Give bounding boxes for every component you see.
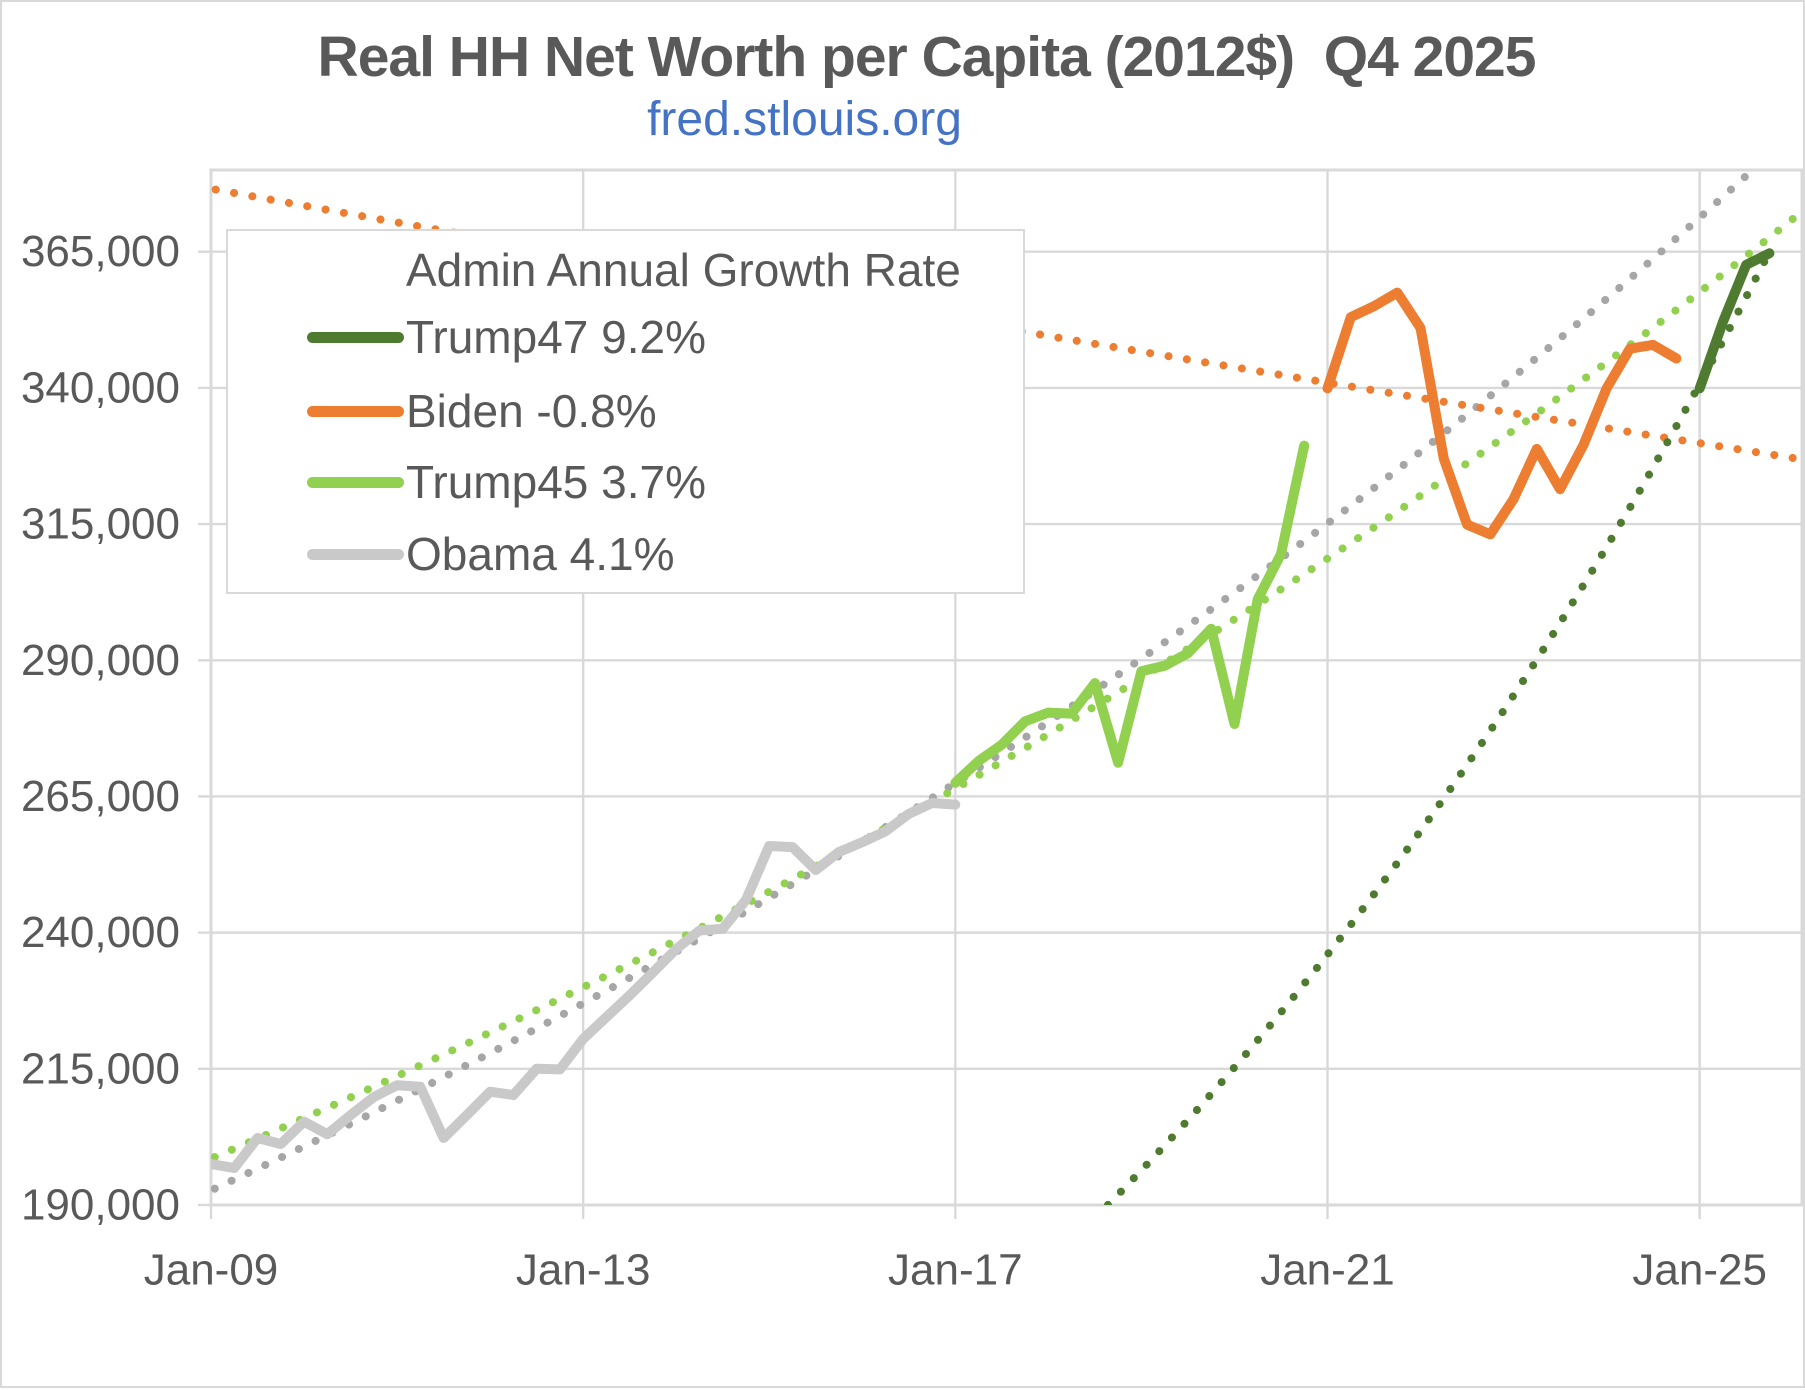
series-line-trump47	[1694, 248, 1775, 394]
y-tick-label: 265,000	[21, 772, 180, 821]
legend-item-label: Obama 4.1%	[406, 528, 675, 580]
legend-item-biden: Biden -0.8%	[228, 388, 1023, 434]
legend-title: Admin Annual Growth Rate	[406, 244, 961, 296]
biden-line-swatch	[307, 406, 404, 417]
y-tick-label: 340,000	[21, 363, 180, 412]
legend-item-obama: Obama 4.1%	[228, 531, 1023, 577]
legend-item-trump47: Trump47 9.2%	[228, 314, 1023, 360]
x-tick-label: Jan-13	[516, 1246, 651, 1295]
y-tick-label: 365,000	[21, 227, 180, 276]
series-line-trump45	[950, 440, 1310, 788]
trend-dotted-line-trump47	[1103, 242, 1777, 1205]
x-tick-label: Jan-09	[144, 1246, 279, 1295]
plot-area-border	[209, 168, 1804, 1207]
legend-item-label: Trump47 9.2%	[406, 311, 706, 363]
y-tick-label: 240,000	[21, 908, 180, 957]
series-line-obama	[211, 798, 961, 1173]
legend-item-label: Biden -0.8%	[406, 385, 657, 437]
x-tick-label: Jan-17	[888, 1246, 1023, 1295]
legend-item-trump45: Trump45 3.7%	[228, 459, 1023, 505]
chart-subtitle-link: fred.stlouis.org	[647, 93, 962, 146]
trump47-line-swatch	[307, 332, 404, 343]
legend-box: Admin Annual Growth Rate Trump47 9.2% Bi…	[226, 229, 1025, 594]
x-tick-label: Jan-25	[1632, 1246, 1767, 1295]
x-tick-label: Jan-21	[1260, 1246, 1395, 1295]
obama-line-swatch	[307, 549, 404, 560]
y-tick-label: 315,000	[21, 500, 180, 549]
y-tick-label: 215,000	[21, 1044, 180, 1093]
y-tick-label: 290,000	[21, 636, 180, 685]
y-tick-label: 190,000	[21, 1181, 180, 1230]
legend-item-label: Trump45 3.7%	[406, 456, 706, 508]
trump45-line-swatch	[307, 477, 404, 488]
chart-title: Real HH Net Worth per Capita (2012$) Q4 …	[317, 25, 1537, 89]
series-line-biden	[1322, 287, 1682, 540]
